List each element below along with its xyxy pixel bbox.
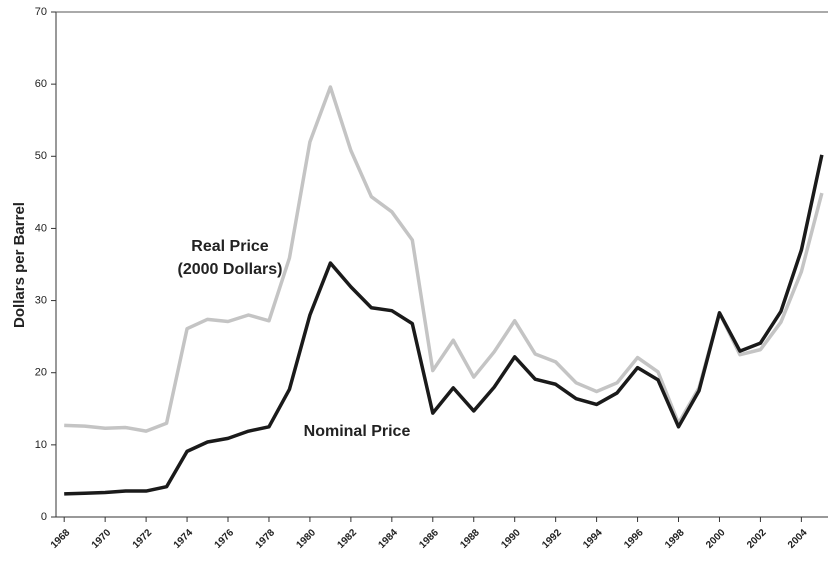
x-tick-label: 1992 — [540, 527, 564, 551]
x-tick-label: 1998 — [663, 527, 687, 551]
y-tick-label: 0 — [41, 511, 47, 523]
x-tick-label: 1980 — [295, 527, 319, 551]
x-tick-label: 1990 — [499, 527, 523, 551]
x-tick-label: 1996 — [622, 527, 646, 551]
y-tick-label: 60 — [35, 78, 47, 90]
x-tick-label: 1978 — [254, 527, 278, 551]
annotation: (2000 Dollars) — [178, 261, 283, 278]
x-tick-label: 2004 — [786, 527, 810, 551]
y-tick-label: 10 — [35, 439, 47, 451]
x-tick-label: 2000 — [704, 527, 728, 551]
x-tick-label: 1972 — [131, 527, 155, 551]
y-tick-label: 40 — [35, 222, 47, 234]
series-line — [64, 154, 824, 496]
y-axis-label: Dollars per Barrel — [11, 202, 28, 328]
annotation: Real Price — [191, 238, 268, 255]
x-tick-label: 1986 — [417, 527, 441, 551]
x-tick-label: 1984 — [376, 527, 400, 551]
x-tick-label: 1988 — [458, 527, 482, 551]
x-tick-label: 1976 — [213, 527, 237, 551]
x-tick-label: 1974 — [172, 527, 196, 551]
y-tick-label: 70 — [35, 6, 47, 18]
annotation: Nominal Price — [304, 423, 411, 440]
y-tick-label: 30 — [35, 294, 47, 306]
x-tick-label: 2002 — [745, 527, 769, 551]
y-tick-label: 20 — [35, 367, 47, 379]
series-line — [64, 85, 824, 433]
x-tick-label: 1970 — [90, 527, 114, 551]
x-tick-label: 1968 — [49, 527, 73, 551]
y-tick-label: 50 — [35, 150, 47, 162]
x-tick-label: 1982 — [335, 527, 359, 551]
x-tick-label: 1994 — [581, 527, 605, 551]
